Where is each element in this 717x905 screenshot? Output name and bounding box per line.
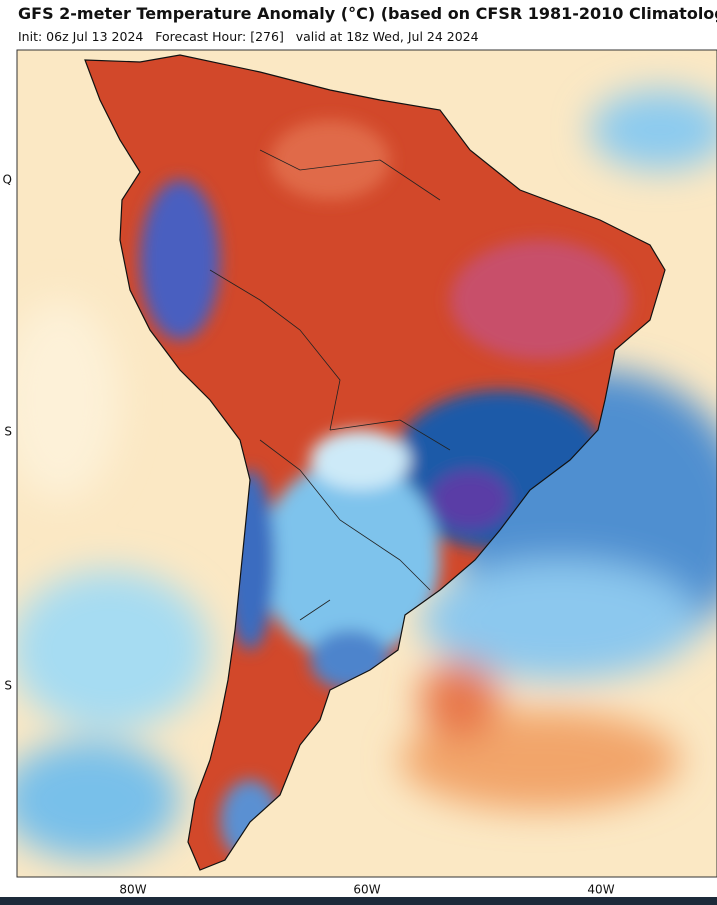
lon-label: 40W: [587, 883, 614, 897]
axes: Q S S 80W 60W 40W: [3, 173, 615, 897]
borders: [209, 149, 451, 621]
map-field: [17, 50, 717, 877]
map-frame: [16, 49, 717, 878]
lon-label: 80W: [119, 883, 146, 897]
coastline: [84, 54, 666, 871]
lon-label: 60W: [353, 883, 380, 897]
lat-label: S: [4, 679, 12, 693]
bottom-bar: [0, 897, 717, 905]
map-subtitle: Init: 06z Jul 13 2024 Forecast Hour: [27…: [18, 29, 479, 44]
lat-label: S: [4, 425, 12, 439]
map-title: GFS 2-meter Temperature Anomaly (°C) (ba…: [18, 4, 717, 23]
lat-label: Q: [3, 173, 12, 187]
